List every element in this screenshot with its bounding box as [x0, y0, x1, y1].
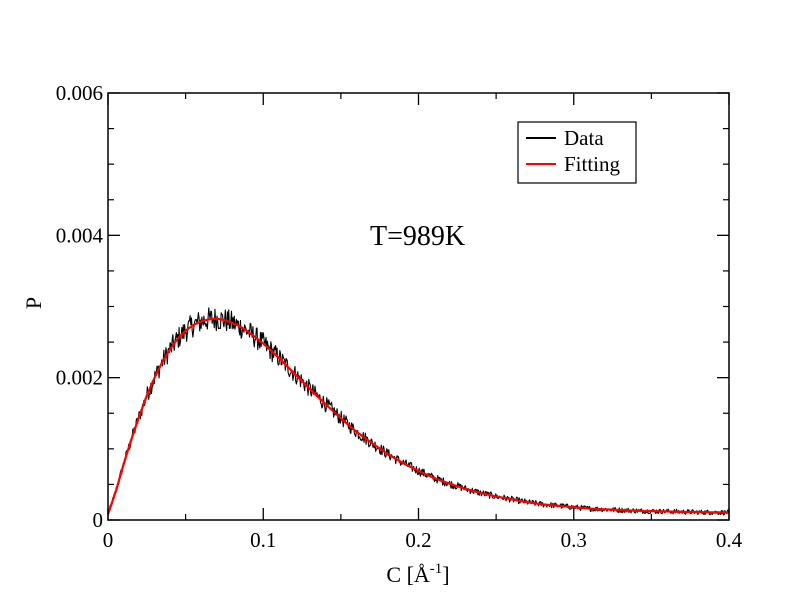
x-tick-label: 0.1 — [250, 528, 276, 552]
x-tick-label: 0.2 — [405, 528, 431, 552]
series-line-data — [107, 307, 730, 516]
x-axis-label: C [Å-1] — [386, 561, 449, 587]
legend: Data Fitting — [517, 121, 637, 184]
x-axis-label-close: ] — [442, 562, 449, 587]
x-tick-label: 0 — [103, 528, 114, 552]
series-layer — [106, 307, 730, 516]
y-tick-label: 0.006 — [56, 81, 103, 105]
x-axis-label-main: C [ — [386, 562, 414, 587]
y-axis-label: P — [21, 297, 46, 309]
legend-box — [517, 121, 637, 184]
y-tick-label: 0.004 — [56, 223, 104, 247]
y-tick-label: 0 — [93, 508, 104, 532]
y-tick-label: 0.002 — [56, 366, 103, 390]
x-tick-label: 0.3 — [561, 528, 587, 552]
series-line-fitting — [106, 317, 730, 515]
x-tick-label: 0.4 — [716, 528, 743, 552]
temperature-annotation: T=989K — [370, 221, 465, 252]
legend-label-data: Data — [564, 126, 604, 150]
x-axis-label-exponent: -1 — [430, 561, 443, 577]
ticks-layer: 0 0.1 0.2 0.3 0.4 0 0.002 0.004 0.006 — [56, 81, 743, 552]
x-axis-label-unit: Å — [414, 562, 430, 587]
legend-label-fitting: Fitting — [564, 152, 621, 176]
